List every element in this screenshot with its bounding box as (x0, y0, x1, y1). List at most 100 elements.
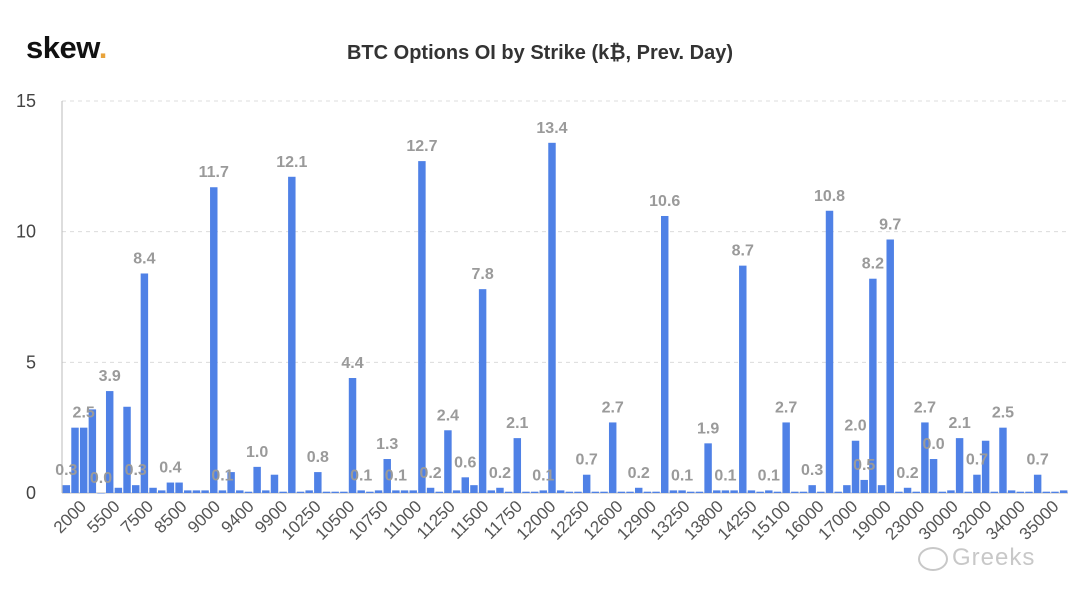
bar (227, 472, 235, 493)
x-tick-label: 35000 (1016, 497, 1063, 544)
bar (322, 491, 331, 493)
bar (912, 491, 920, 493)
wechat-icon (918, 546, 948, 571)
bar (834, 491, 842, 493)
bar (1007, 490, 1016, 493)
bar (704, 443, 712, 493)
bar (851, 440, 860, 493)
bar (435, 491, 443, 493)
bar (88, 409, 97, 493)
y-tick-label: 10 (16, 222, 36, 242)
bar (71, 427, 79, 493)
data-label: 0.2 (896, 465, 918, 482)
watermark-text: Greeks (952, 544, 1036, 571)
bar (921, 422, 929, 493)
watermark: Greeks (918, 544, 1035, 572)
bar (383, 459, 391, 493)
bar (97, 493, 105, 494)
bar (366, 491, 374, 493)
bar (530, 491, 539, 493)
bar (981, 440, 990, 493)
bar (279, 491, 287, 493)
bar (210, 187, 218, 494)
bar (244, 491, 253, 493)
x-tick-label: 9000 (184, 497, 224, 537)
data-label: 1.3 (376, 436, 398, 453)
bar (357, 490, 365, 493)
bar (695, 491, 704, 493)
data-label: 0.3 (125, 462, 147, 479)
bar (504, 491, 513, 493)
bar (262, 490, 270, 493)
bar (808, 485, 816, 493)
data-label: 8.2 (862, 256, 884, 273)
data-label: 0.1 (671, 467, 693, 484)
data-label: 13.4 (536, 120, 567, 137)
bar (817, 491, 825, 493)
bar (392, 490, 400, 493)
data-label: 0.4 (159, 460, 181, 477)
x-tick-label: 9400 (218, 497, 258, 537)
data-label: 12.1 (276, 154, 307, 171)
bar (452, 490, 461, 493)
bar (270, 474, 279, 493)
y-tick-label: 5 (26, 352, 36, 372)
bar (253, 466, 261, 493)
bar (747, 490, 756, 493)
bar (669, 490, 678, 493)
data-label: 0.7 (966, 452, 988, 469)
bar (860, 479, 868, 493)
bar (409, 490, 417, 493)
bar (895, 491, 903, 493)
bar (131, 485, 140, 493)
bar (487, 490, 496, 493)
bar (877, 485, 886, 493)
data-label: 1.0 (246, 444, 268, 461)
data-label: 0.0 (922, 436, 944, 453)
data-label: 0.1 (714, 467, 736, 484)
bar (791, 491, 799, 493)
bar (886, 239, 894, 493)
data-label: 0.1 (532, 467, 554, 484)
x-tick-label: 7500 (117, 497, 157, 537)
data-label: 2.4 (437, 407, 459, 424)
bar (236, 490, 244, 493)
bar (765, 490, 773, 493)
data-label: 0.5 (853, 457, 875, 474)
data-label: 10.6 (649, 193, 680, 210)
bar (990, 491, 999, 493)
bar (314, 472, 322, 493)
bar (201, 490, 209, 493)
data-label: 0.2 (489, 465, 511, 482)
data-label: 12.7 (406, 138, 437, 155)
x-tick-label: 10750 (345, 497, 392, 544)
bar (929, 459, 938, 493)
bar (591, 491, 600, 493)
data-label: 0.1 (211, 467, 233, 484)
bar (513, 438, 522, 493)
data-label: 2.1 (506, 415, 528, 432)
bar (903, 487, 912, 493)
bar (739, 265, 747, 493)
data-label: 1.9 (697, 420, 719, 437)
bar (678, 490, 686, 493)
bar (348, 378, 357, 493)
bar (721, 490, 730, 493)
bar (296, 491, 305, 493)
data-label: 0.7 (576, 452, 598, 469)
data-label: 3.9 (99, 368, 121, 385)
bar (773, 491, 782, 493)
data-label: 0.2 (419, 465, 441, 482)
bar (1059, 490, 1068, 493)
data-label: 2.7 (775, 399, 797, 416)
data-label: 0.1 (385, 467, 407, 484)
bar (426, 487, 435, 493)
bar (955, 438, 964, 493)
bar (62, 485, 71, 493)
bar (149, 487, 157, 493)
logo-text: skew (26, 30, 99, 65)
data-label: 9.7 (879, 217, 901, 234)
data-label: 10.8 (814, 188, 845, 205)
bar (1051, 491, 1059, 493)
